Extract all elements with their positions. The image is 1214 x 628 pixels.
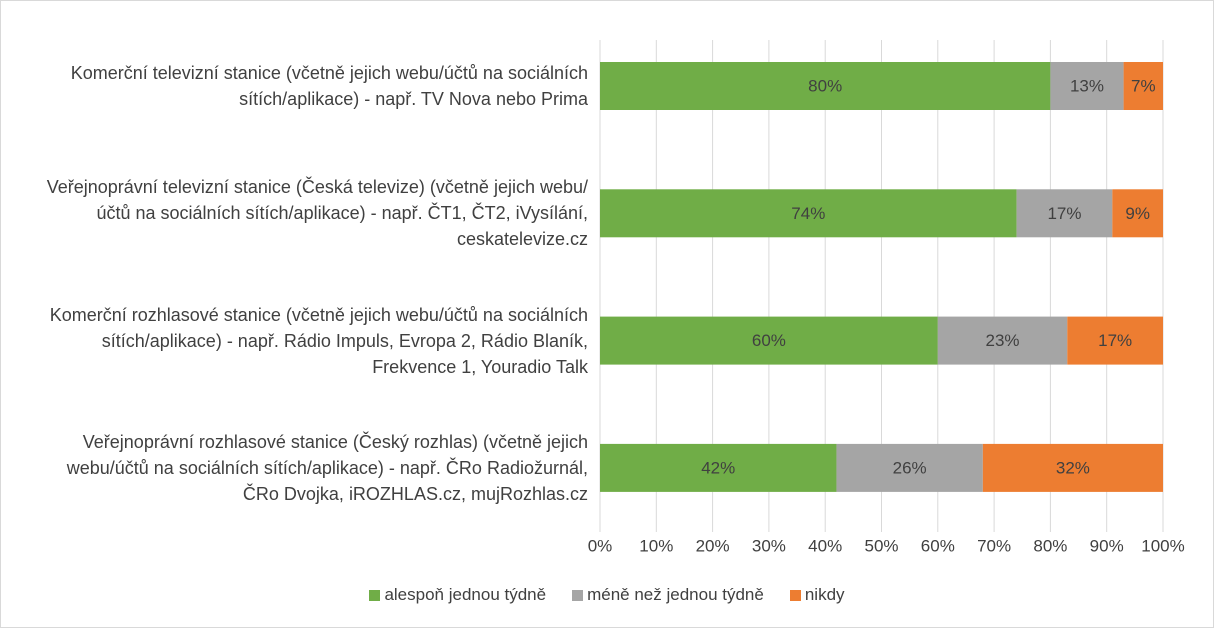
data-label: 32% [1056, 458, 1090, 477]
category-label: Komerční televizní stanice (včetně jejic… [40, 26, 588, 146]
bar-segment [1123, 62, 1163, 110]
bar-segment [836, 443, 983, 492]
legend-item: alespoň jednou týdně [369, 585, 546, 605]
data-label: 17% [1047, 204, 1081, 223]
x-tick-label: 90% [1090, 536, 1124, 555]
x-tick-label: 30% [752, 536, 786, 555]
legend-swatch [789, 589, 801, 601]
category-label: Komerční rozhlasové stanice (včetně jeji… [40, 281, 588, 401]
x-tick-label: 100% [1141, 536, 1184, 555]
bar-segment [600, 189, 1017, 238]
x-tick-label: 50% [864, 536, 898, 555]
category-text: Komerční televizní stanice (včetně jejic… [70, 63, 588, 109]
bar-segment [1112, 189, 1163, 238]
x-tick-label: 60% [921, 536, 955, 555]
bar-segment [1016, 189, 1113, 238]
data-label: 9% [1125, 204, 1150, 223]
data-label: 13% [1070, 76, 1104, 95]
category-text: Komerční rozhlasové stanice (včetně jeji… [49, 304, 588, 377]
legend-item: méně než jednou týdně [572, 585, 764, 605]
x-tick-label: 40% [808, 536, 842, 555]
category-label: Veřejnoprávní televizní stanice (Česká t… [40, 153, 588, 273]
legend: alespoň jednou týdně méně než jednou týdn… [0, 585, 1214, 605]
data-label: 17% [1098, 331, 1132, 350]
bar-segment [600, 443, 837, 492]
x-tick-label: 20% [696, 536, 730, 555]
bar-segment [937, 316, 1068, 365]
data-label: 80% [808, 76, 842, 95]
legend-label: nikdy [804, 585, 845, 604]
bar-segment [982, 443, 1163, 492]
x-tick-label: 0% [588, 536, 613, 555]
data-label: 74% [791, 204, 825, 223]
x-tick-label: 80% [1033, 536, 1067, 555]
bar-segment [600, 62, 1051, 110]
legend-swatch [369, 589, 381, 601]
bar-segment [1050, 62, 1124, 110]
data-label: 23% [986, 331, 1020, 350]
data-label: 42% [701, 458, 735, 477]
legend-label: méně než jednou týdně [587, 585, 764, 604]
legend-swatch [572, 589, 584, 601]
data-label: 26% [893, 458, 927, 477]
category-text: Veřejnoprávní rozhlasové stanice (Český … [66, 431, 588, 504]
category-text: Veřejnoprávní televizní stanice (Česká t… [46, 177, 588, 250]
bar-segment [1067, 316, 1163, 365]
x-tick-label: 70% [977, 536, 1011, 555]
data-label: 7% [1131, 76, 1156, 95]
category-label: Veřejnoprávní rozhlasové stanice (Český … [40, 408, 588, 528]
legend-label: alespoň jednou týdně [384, 585, 547, 604]
data-label: 60% [752, 331, 786, 350]
legend-item: nikdy [789, 585, 845, 605]
bar-segment [600, 316, 938, 365]
x-tick-label: 10% [639, 536, 673, 555]
